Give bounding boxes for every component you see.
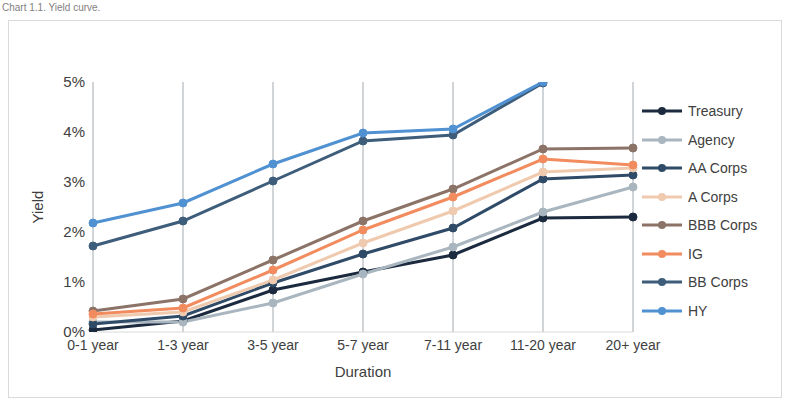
html-text:BB Corps: BB Corps xyxy=(688,274,748,291)
svg-text:20+ year: 20+ year xyxy=(606,337,661,353)
html-text:Chart 1.1. Yield curve.: Chart 1.1. Yield curve. xyxy=(2,2,101,13)
svg-text:5%: 5% xyxy=(63,73,85,90)
html-text:BBB Corps: BBB Corps xyxy=(688,217,758,234)
html-text:AA Corps: AA Corps xyxy=(688,160,748,177)
svg-text:2%: 2% xyxy=(63,223,85,240)
svg-text:0%: 0% xyxy=(63,323,85,340)
html-text:IG: IG xyxy=(688,245,703,262)
svg-text:4%: 4% xyxy=(63,123,85,140)
svg-text:Yield: Yield xyxy=(29,191,46,224)
svg-text:1-3 year: 1-3 year xyxy=(157,337,209,353)
html-text:A Corps: A Corps xyxy=(688,188,738,205)
html-text:Agency: Agency xyxy=(688,131,735,148)
svg-text:3%: 3% xyxy=(63,173,85,190)
svg-text:0-1 year: 0-1 year xyxy=(67,336,119,353)
svg-text:11-20 year: 11-20 year xyxy=(510,337,576,353)
svg-text:1%: 1% xyxy=(63,273,85,290)
svg-text:Duration: Duration xyxy=(335,363,392,380)
html-text:Treasury: Treasury xyxy=(688,103,743,120)
html-text:HY: HY xyxy=(688,302,708,319)
svg-text:7-11 year: 7-11 year xyxy=(424,337,482,353)
svg-text:3-5 year: 3-5 year xyxy=(247,337,299,353)
svg-text:5-7 year: 5-7 year xyxy=(337,337,389,353)
